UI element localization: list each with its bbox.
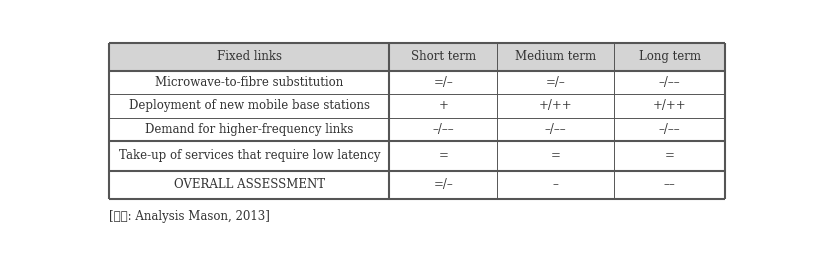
Text: +/++: +/++ <box>653 99 686 112</box>
Text: =: = <box>439 149 449 162</box>
Text: Deployment of new mobile base stations: Deployment of new mobile base stations <box>129 99 370 112</box>
Text: Demand for higher-frequency links: Demand for higher-frequency links <box>145 123 353 136</box>
Bar <box>109 118 725 141</box>
Text: –/––: –/–– <box>659 76 681 89</box>
Text: =/–: =/– <box>434 76 453 89</box>
Bar <box>109 171 725 199</box>
Text: ––: –– <box>663 178 676 191</box>
Text: =/–: =/– <box>434 178 453 191</box>
Text: +: + <box>439 99 449 112</box>
Text: =: = <box>551 149 561 162</box>
Text: OVERALL ASSESSMENT: OVERALL ASSESSMENT <box>174 178 325 191</box>
Text: =: = <box>665 149 675 162</box>
Bar <box>109 43 725 71</box>
Text: Take-up of services that require low latency: Take-up of services that require low lat… <box>119 149 380 162</box>
Text: –/––: –/–– <box>659 123 681 136</box>
Text: –: – <box>553 178 558 191</box>
Text: [출첸: Analysis Mason, 2013]: [출첸: Analysis Mason, 2013] <box>109 210 270 222</box>
Text: Fixed links: Fixed links <box>217 51 282 63</box>
Bar <box>109 141 725 171</box>
Text: –/––: –/–– <box>545 123 567 136</box>
Text: +/++: +/++ <box>539 99 572 112</box>
Text: =/–: =/– <box>546 76 566 89</box>
Text: –/––: –/–– <box>432 123 454 136</box>
Text: Short term: Short term <box>411 51 476 63</box>
Text: Long term: Long term <box>639 51 701 63</box>
Bar <box>109 94 725 118</box>
Bar <box>109 71 725 94</box>
Text: Microwave-to-fibre substitution: Microwave-to-fibre substitution <box>155 76 344 89</box>
Text: Medium term: Medium term <box>515 51 597 63</box>
